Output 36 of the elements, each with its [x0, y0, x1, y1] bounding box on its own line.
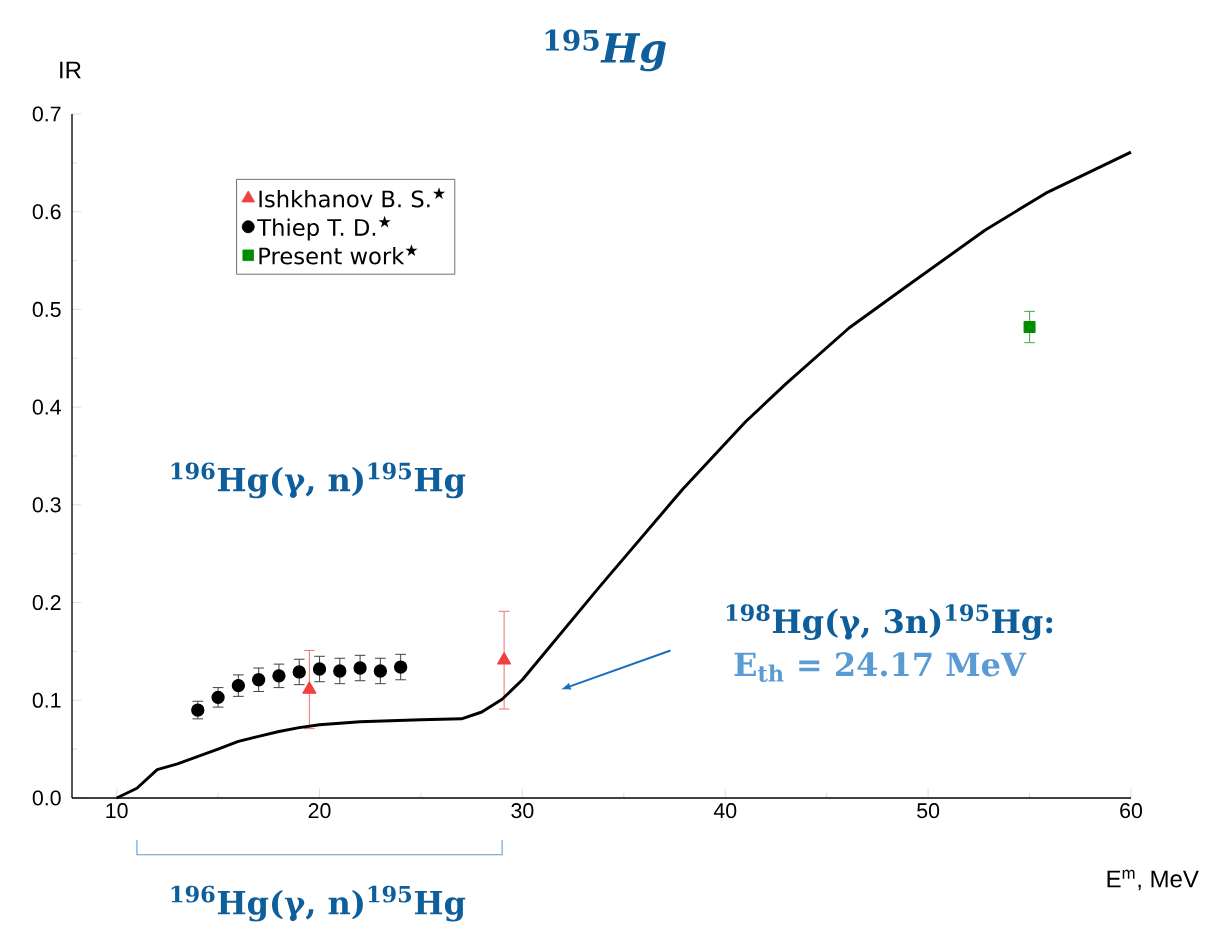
- point: [312, 662, 327, 676]
- y-tick-label: 0.3: [32, 497, 61, 513]
- y-tick-label: 0.1: [32, 692, 61, 708]
- text: $^{196}$Hg(γ, n)$^{195}$Hg: [171, 885, 466, 922]
- y-tick-label: 0.4: [32, 399, 61, 415]
- x-tick-label: 50: [917, 803, 940, 819]
- x-tick-label: 20: [308, 803, 331, 819]
- point: [292, 665, 306, 679]
- x-tick-label: 10: [106, 803, 128, 819]
- y-tick-label: 0.0: [32, 790, 61, 806]
- point: [231, 678, 246, 693]
- x-tick-label: 60: [1120, 803, 1143, 819]
- point: [333, 664, 347, 678]
- annotation: $^{198}$Hg(γ, 3n)$^{195}$Hg:: [726, 604, 1053, 640]
- x-tick-label: 40: [713, 803, 737, 819]
- chart-title: $^{195}$Hg: [545, 29, 666, 72]
- point: [272, 669, 286, 683]
- point: [1023, 321, 1036, 334]
- point: [353, 661, 367, 675]
- point: [497, 652, 512, 665]
- legend-label: Thiep T. D.$^{★}$: [257, 215, 391, 241]
- y-axis-title: IR: [60, 61, 81, 79]
- point: [302, 681, 317, 694]
- y-tick-label: 0.6: [32, 204, 61, 220]
- legend-label: Ishkhanov B. S.$^{★}$: [259, 187, 446, 208]
- annotation: E$_{th}$ = 24.17 MeV: [734, 652, 1027, 682]
- point: [251, 673, 266, 687]
- x-axis-title: E$^{m}$, MeV: [1107, 869, 1199, 891]
- point: [393, 660, 408, 674]
- y-tick-label: 0.2: [32, 595, 61, 611]
- legend-label: Present work$^{★}$: [259, 244, 418, 265]
- y-tick-label: 0.5: [32, 301, 61, 317]
- x-tick-label: 30: [511, 803, 534, 819]
- point: [373, 664, 388, 678]
- y-tick-label: 0.7: [32, 106, 61, 122]
- annotation: $^{196}$Hg(γ, n)$^{195}$Hg: [171, 462, 466, 499]
